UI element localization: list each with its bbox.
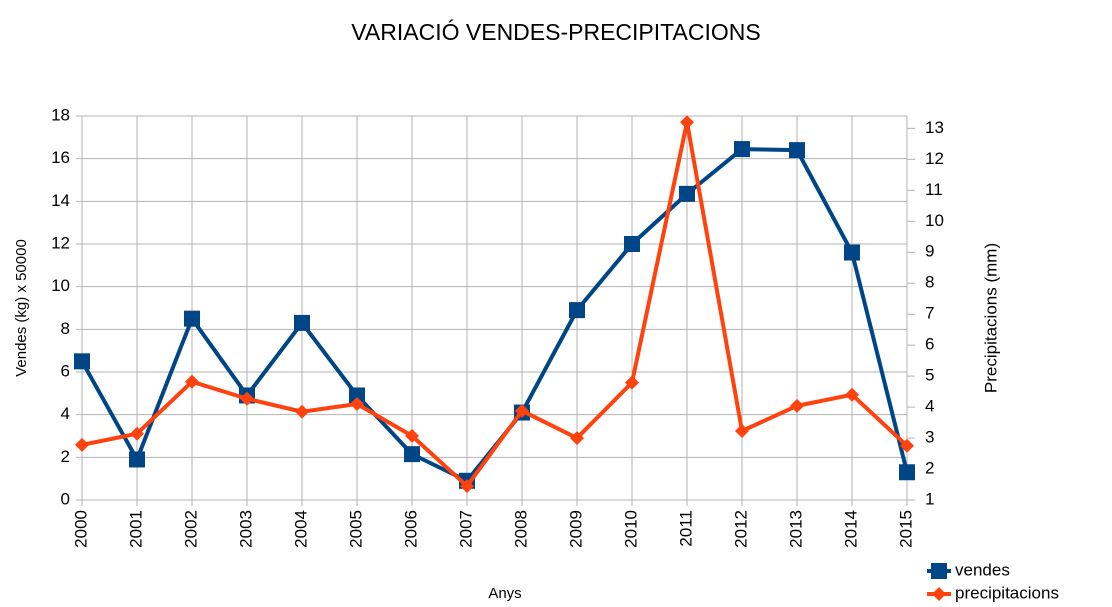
y-tick-label: 16: [51, 148, 70, 167]
x-tick-label: 2013: [786, 510, 805, 548]
x-tick-label: 2001: [126, 510, 145, 548]
legend-marker: [931, 563, 947, 579]
x-tick-label: 2012: [731, 510, 750, 548]
data-point: [294, 314, 310, 331]
data-point: [184, 310, 200, 327]
data-point: [295, 404, 309, 419]
data-point: [625, 375, 639, 390]
data-point: [570, 431, 584, 446]
y2-tick-label: 2: [925, 459, 934, 478]
y2-tick-label: 13: [925, 118, 944, 137]
data-point: [734, 141, 750, 158]
y2-axis-title: Precipitacions (mm): [981, 243, 1000, 393]
data-point: [350, 397, 364, 411]
y2-tick-label: 9: [925, 242, 934, 261]
y2-tick-label: 7: [925, 304, 934, 323]
data-point: [789, 142, 805, 159]
y2-tick-label: 11: [925, 180, 943, 199]
y2-tick-label: 6: [925, 335, 934, 354]
x-axis-title: Anys: [488, 585, 521, 602]
data-point: [900, 438, 914, 453]
x-tick-label: 2008: [511, 510, 530, 548]
data-point: [460, 479, 474, 494]
x-tick-label: 2009: [566, 510, 585, 548]
y-tick-label: 10: [51, 276, 70, 295]
x-tick-label: 2006: [401, 510, 420, 548]
y2-tick-label: 1: [925, 489, 934, 508]
data-point: [185, 374, 199, 389]
data-point: [515, 403, 529, 418]
data-point: [569, 302, 585, 319]
data-point: [680, 115, 694, 130]
legend-marker: [932, 587, 946, 601]
y2-tick-label: 5: [925, 366, 934, 385]
x-tick-label: 2000: [71, 510, 90, 548]
y-tick-label: 18: [51, 105, 70, 124]
series-line: [80, 147, 909, 483]
y-tick-label: 6: [61, 361, 70, 380]
x-tick-label: 2005: [346, 510, 365, 548]
legend-label: vendes: [955, 560, 1010, 579]
chart-title: VARIACIÓ VENDES-PRECIPITACIONS: [351, 19, 760, 45]
x-tick-label: 2007: [456, 510, 475, 548]
y-tick-label: 2: [61, 447, 70, 466]
data-point: [735, 423, 749, 438]
data-point: [129, 451, 145, 468]
data-point: [349, 387, 365, 404]
x-tick-label: 2002: [181, 510, 200, 548]
y-tick-label: 4: [61, 404, 70, 423]
y-axis-title: Vendes (kg) x 50000: [13, 239, 30, 377]
data-point: [75, 437, 89, 452]
data-point: [790, 398, 804, 413]
y-tick-label: 0: [61, 489, 70, 508]
data-point: [624, 236, 640, 252]
y-tick-label: 12: [51, 233, 70, 252]
y2-tick-label: 12: [925, 149, 944, 168]
series-line: [81, 120, 909, 489]
data-point: [405, 428, 419, 443]
legend-label: precipitacions: [955, 583, 1059, 602]
y-tick-label: 14: [51, 191, 70, 210]
y2-tick-label: 4: [925, 397, 934, 416]
data-point: [240, 391, 254, 406]
data-point: [130, 426, 144, 441]
data-point: [679, 185, 695, 202]
x-tick-label: 2014: [841, 510, 860, 548]
data-point: [845, 387, 859, 402]
data-point: [404, 446, 420, 463]
data-point: [899, 464, 915, 481]
x-tick-label: 2011: [676, 510, 695, 547]
y2-tick-label: 3: [925, 428, 934, 447]
y2-tick-label: 8: [925, 273, 934, 292]
x-tick-label: 2003: [236, 510, 255, 548]
x-tick-label: 2015: [896, 510, 915, 548]
y-tick-label: 8: [61, 319, 70, 338]
x-tick-label: 2004: [291, 510, 310, 548]
y2-tick-label: 10: [925, 211, 944, 230]
data-point: [844, 244, 860, 261]
data-point: [74, 353, 90, 370]
x-tick-label: 2010: [621, 510, 640, 548]
